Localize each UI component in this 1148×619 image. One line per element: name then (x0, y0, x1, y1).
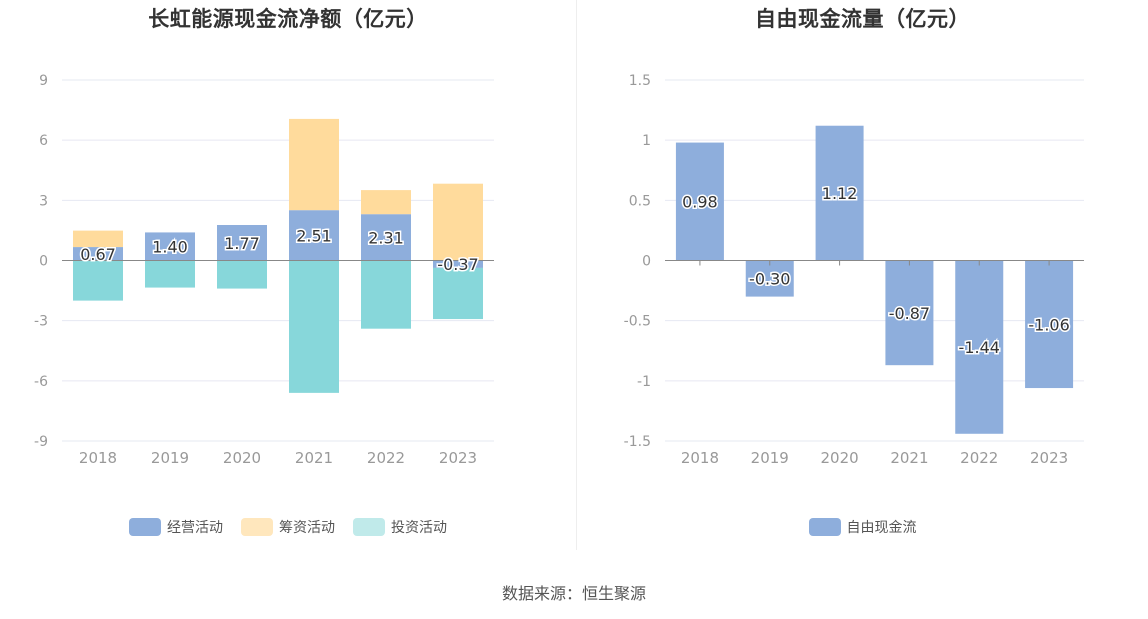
y-tick-label: -6 (34, 374, 48, 390)
legend-label: 筹资活动 (279, 520, 335, 536)
x-tick-label: 2018 (681, 449, 719, 467)
y-tick-label: 0 (642, 254, 651, 270)
legend-label: 自由现金流 (846, 520, 917, 536)
bar-1 (675, 142, 724, 261)
data-label: 0.98 (682, 193, 718, 212)
data-label: 0.67 (80, 245, 116, 264)
data-label: -0.37 (437, 255, 478, 274)
data-label: 1.40 (152, 237, 188, 256)
data-label: -0.30 (749, 270, 790, 289)
bar-3 (217, 260, 267, 289)
right-chart-title: 自由现金流量（亿元） (755, 7, 970, 31)
bar-1 (289, 210, 339, 261)
x-tick-label: 2023 (439, 449, 477, 467)
x-tick-label: 2020 (223, 449, 261, 467)
bar-1 (885, 260, 934, 366)
x-tick-label: 2019 (751, 449, 789, 467)
left-chart-title: 长虹能源现金流净额（亿元） (148, 7, 428, 31)
left-chart-panel: 长虹能源现金流净额（亿元） 9 6 3 0 -3 -6 -9 2018 2019 2020 2021… (0, 0, 576, 560)
y-tick-label: 0 (39, 254, 48, 270)
data-label: 1.12 (822, 184, 858, 203)
legend-swatch (241, 518, 273, 536)
data-label: 2.51 (296, 226, 332, 245)
data-label: -1.44 (959, 338, 1000, 357)
data-label: -0.87 (889, 304, 930, 323)
x-tick-label: 2021 (890, 449, 928, 467)
legend-item-operating[interactable]: 经营活动 (129, 517, 223, 537)
cash-flow-net-chart: 9 6 3 0 -3 -6 -9 2018 2019 2020 2021 2022 2023 0.67 1.… (34, 73, 494, 467)
bar-1 (955, 260, 1004, 434)
x-tick-label: 2018 (79, 449, 117, 467)
y-tick-label: 6 (39, 133, 48, 149)
bar-3 (145, 260, 195, 288)
legend-swatch (808, 518, 841, 536)
y-tick-label: -1 (637, 374, 651, 390)
bar-3 (289, 260, 339, 393)
bar-2 (73, 230, 123, 248)
y-tick-label: 1 (642, 133, 651, 149)
x-tick-label: 2023 (1030, 449, 1068, 467)
legend-label: 投资活动 (391, 520, 447, 536)
legend-swatch (353, 518, 385, 536)
bar-1 (145, 232, 195, 261)
bar-3 (433, 267, 483, 320)
y-tick-label: 0.5 (629, 193, 651, 209)
bar-1 (73, 247, 123, 261)
data-source: 数据来源：恒生聚源 (501, 584, 646, 603)
bar-1 (1025, 260, 1074, 389)
y-tick-label: -0.5 (624, 314, 651, 330)
bar-1 (433, 260, 483, 268)
right-chart-panel: 自由现金流量（亿元） 1.5 1 0.5 0 -0.5 -1 -1.5 2018 2019 202… (577, 0, 1148, 560)
bar-1 (745, 260, 794, 297)
bar-1 (217, 225, 267, 261)
panel-divider (576, 0, 577, 550)
x-tick-label: 2019 (151, 449, 189, 467)
free-cash-flow-chart: 1.5 1 0.5 0 -0.5 -1 -1.5 2018 2019 2020 2021 2022 20… (624, 73, 1084, 467)
bar-2 (433, 183, 483, 261)
y-tick-label: 1.5 (629, 73, 651, 89)
legend-swatch (129, 518, 161, 536)
legend-item-financing[interactable]: 筹资活动 (241, 517, 335, 537)
x-tick-label: 2022 (367, 449, 405, 467)
y-tick-label: -1.5 (624, 434, 651, 450)
data-label: -1.06 (1028, 315, 1069, 334)
x-tick-label: 2022 (960, 449, 998, 467)
y-tick-label: 3 (39, 193, 48, 209)
bar-1 (815, 125, 864, 261)
left-legend: 经营活动 筹资活动 投资活动 (0, 517, 576, 537)
y-tick-label: -3 (34, 314, 48, 330)
y-tick-label: -9 (34, 434, 48, 450)
x-tick-label: 2021 (295, 449, 333, 467)
x-tick-label: 2020 (820, 449, 858, 467)
data-label: 2.31 (368, 228, 404, 247)
bar-3 (361, 260, 411, 329)
data-label: 1.77 (224, 234, 260, 253)
legend-item-investing[interactable]: 投资活动 (353, 517, 447, 537)
right-legend: 自由现金流 (577, 517, 1148, 537)
y-tick-label: 9 (39, 73, 48, 89)
legend-label: 经营活动 (167, 520, 223, 536)
bar-2 (289, 118, 339, 211)
bar-3 (73, 260, 123, 301)
bar-1 (361, 214, 411, 261)
legend-item-free-cash-flow[interactable]: 自由现金流 (808, 517, 917, 537)
bar-2 (361, 190, 411, 215)
